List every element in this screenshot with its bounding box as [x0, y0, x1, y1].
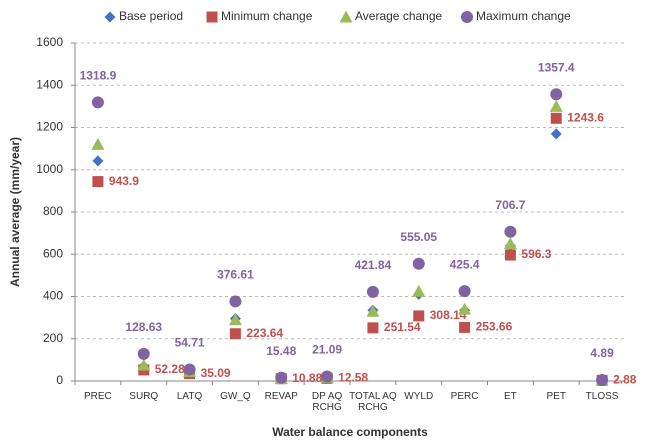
data-label: 35.09 [201, 366, 231, 380]
data-label: 128.63 [125, 320, 162, 334]
point [550, 88, 563, 101]
x-tick-label: SURQ [129, 391, 159, 402]
point [366, 304, 380, 317]
legend-label: Minimum change [221, 9, 313, 23]
y-tick-label: 1600 [36, 35, 63, 49]
y-tick-label: 0 [56, 373, 63, 387]
data-label: 596.3 [521, 247, 551, 261]
point [321, 370, 334, 383]
y-tick-label: 1200 [36, 120, 63, 134]
data-label: 54.71 [175, 336, 205, 350]
data-label: 706.7 [495, 198, 525, 212]
point [504, 249, 516, 261]
y-tick-label: 1000 [36, 162, 63, 176]
point [503, 237, 517, 250]
point [458, 285, 471, 298]
data-label: 10.88 [292, 371, 322, 385]
point [412, 257, 425, 270]
y-tick-label: 200 [43, 331, 63, 345]
point [504, 225, 517, 238]
point [91, 137, 105, 150]
x-tick-label: GW_Q [220, 391, 251, 402]
point [228, 313, 242, 326]
legend-marker [339, 10, 353, 23]
point [229, 328, 241, 340]
data-label: 1318.9 [80, 69, 117, 83]
x-axis-label: Water balance components [272, 425, 428, 439]
legend-marker [461, 11, 473, 23]
data-label: 253.66 [476, 320, 513, 334]
point [412, 284, 426, 297]
x-tick-label: REVAP [264, 391, 298, 402]
y-tick-label: 600 [43, 246, 63, 260]
data-label: 1357.4 [538, 60, 575, 74]
data-label: 251.54 [384, 320, 421, 334]
point [275, 371, 288, 384]
x-tick-label: PET [546, 391, 566, 402]
x-tick-label: LATQ [176, 391, 203, 402]
point [366, 285, 379, 298]
data-label: 15.48 [266, 344, 296, 358]
point [549, 99, 563, 112]
legend-label: Average change [355, 9, 443, 23]
x-tick-label: WYLD [404, 391, 434, 402]
point [458, 302, 472, 315]
data-label: 52.28 [155, 362, 185, 376]
point [91, 96, 104, 109]
point [229, 295, 242, 308]
data-label: 308.14 [430, 308, 467, 322]
legend-label: Base period [119, 9, 183, 23]
point [413, 310, 425, 322]
x-tick-label: TLOSS [585, 391, 619, 402]
data-label: 4.89 [590, 346, 614, 360]
point [92, 176, 104, 188]
data-label: 12.58 [338, 371, 368, 385]
x-tick-label: PREC [84, 391, 112, 402]
x-tick-label: TOTAL AQ RCHG [349, 391, 397, 413]
point [137, 358, 151, 371]
x-tick-label: ET [504, 391, 517, 402]
data-label: 943.9 [109, 174, 139, 188]
legend-marker [104, 11, 116, 23]
point [92, 155, 104, 167]
point [550, 128, 562, 140]
data-label: 376.61 [217, 268, 254, 282]
point [550, 112, 562, 124]
point [183, 363, 196, 376]
data-label: 421.84 [355, 258, 392, 272]
legend-marker [206, 11, 218, 23]
y-tick-label: 400 [43, 289, 63, 303]
data-label: 425.4 [450, 257, 480, 271]
y-tick-label: 1400 [36, 77, 63, 91]
point [367, 322, 379, 334]
x-tick-label: DP AQ RCHG [311, 391, 343, 413]
y-tick-label: 800 [43, 204, 63, 218]
point [459, 321, 471, 333]
point [137, 347, 150, 360]
point [596, 373, 609, 386]
x-tick-label: PERC [450, 391, 479, 402]
y-axis-label: Annual average (mm/year) [8, 137, 22, 287]
data-label: 555.05 [400, 230, 437, 244]
data-label: 223.64 [246, 326, 283, 340]
legend-label: Maximum change [476, 9, 571, 23]
data-label: 1243.6 [567, 110, 604, 124]
data-label: 21.09 [312, 343, 342, 357]
data-label: 2.88 [613, 373, 637, 387]
